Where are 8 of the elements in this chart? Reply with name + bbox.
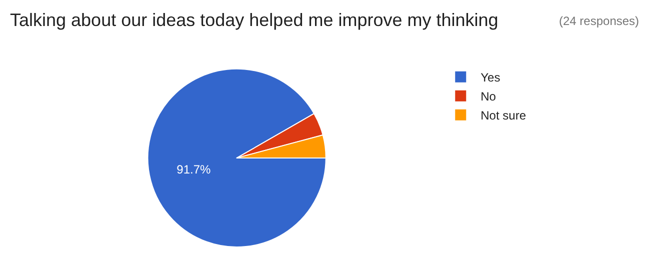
pie-slice bbox=[147, 68, 326, 248]
legend-label: Not sure bbox=[480, 108, 526, 123]
legend-label: No bbox=[480, 90, 496, 104]
pie-slice bbox=[236, 113, 324, 158]
text: (24 responses) bbox=[559, 14, 640, 28]
legend-label: Yes bbox=[480, 70, 500, 85]
data-label: 91.7% bbox=[176, 162, 211, 176]
chart-title: Talking about our ideas today helped me improve my thinking bbox=[10, 10, 498, 30]
